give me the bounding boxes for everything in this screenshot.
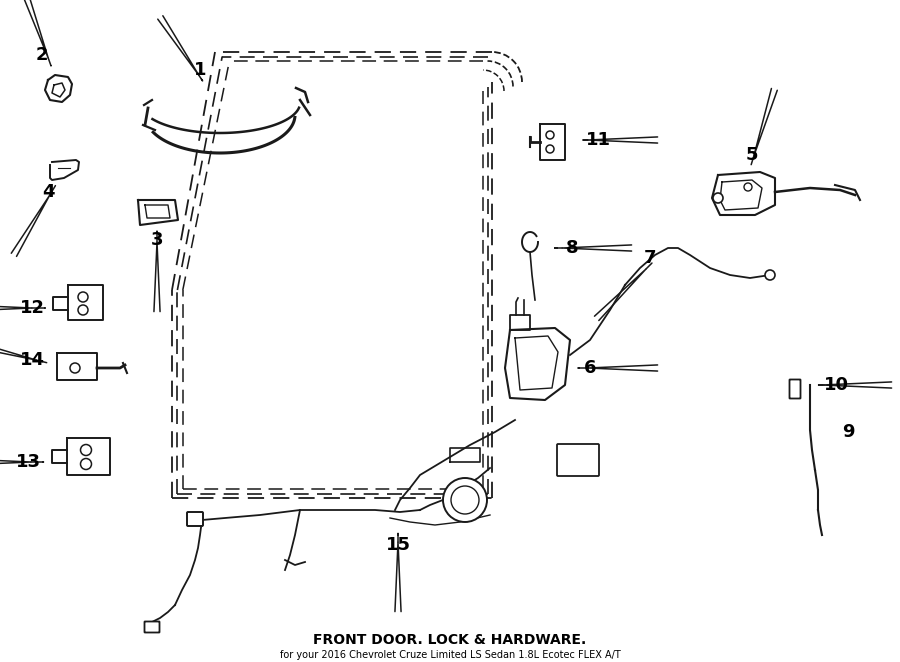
- Text: 5: 5: [746, 146, 758, 164]
- Circle shape: [451, 486, 479, 514]
- Text: 12: 12: [20, 299, 44, 317]
- Text: 10: 10: [824, 376, 849, 394]
- FancyBboxPatch shape: [187, 512, 203, 526]
- Text: 6: 6: [584, 359, 596, 377]
- Circle shape: [546, 145, 554, 153]
- Text: 14: 14: [20, 351, 44, 369]
- Text: 11: 11: [586, 131, 610, 149]
- FancyBboxPatch shape: [557, 444, 599, 476]
- Circle shape: [80, 459, 92, 469]
- Circle shape: [713, 193, 723, 203]
- Circle shape: [70, 363, 80, 373]
- Circle shape: [80, 444, 92, 455]
- Text: for your 2016 Chevrolet Cruze Limited LS Sedan 1.8L Ecotec FLEX A/T: for your 2016 Chevrolet Cruze Limited LS…: [280, 650, 620, 660]
- Text: 13: 13: [15, 453, 40, 471]
- Circle shape: [78, 305, 88, 315]
- FancyBboxPatch shape: [789, 379, 800, 399]
- Text: 7: 7: [644, 249, 656, 267]
- Text: 15: 15: [385, 536, 410, 554]
- Text: 2: 2: [36, 46, 49, 64]
- Text: 4: 4: [41, 183, 54, 201]
- Circle shape: [546, 131, 554, 139]
- Circle shape: [744, 183, 752, 191]
- FancyBboxPatch shape: [145, 622, 159, 632]
- Text: 9: 9: [842, 423, 854, 441]
- Text: 1: 1: [194, 61, 206, 79]
- Text: 8: 8: [566, 239, 579, 257]
- Circle shape: [765, 270, 775, 280]
- Text: FRONT DOOR. LOCK & HARDWARE.: FRONT DOOR. LOCK & HARDWARE.: [313, 633, 587, 647]
- Circle shape: [78, 292, 88, 302]
- Text: 3: 3: [151, 231, 163, 249]
- Circle shape: [443, 478, 487, 522]
